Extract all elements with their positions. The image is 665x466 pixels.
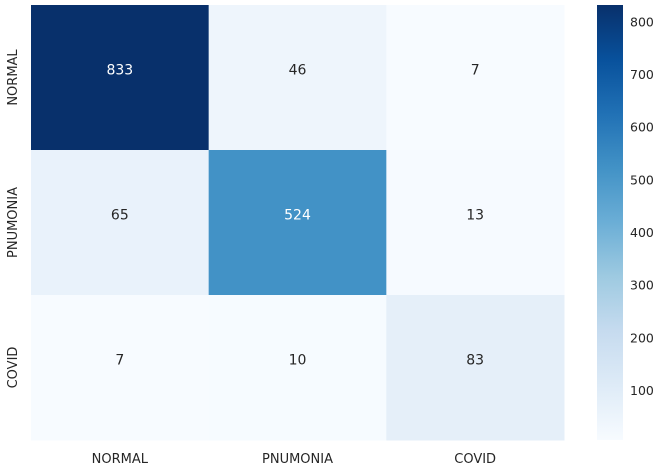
heatmap-cell-value: 7 — [115, 353, 124, 369]
colorbar-tick-label: 400 — [630, 225, 654, 240]
y-tick-label: COVID — [6, 347, 21, 389]
colorbar-tick-label: 300 — [630, 278, 654, 293]
heatmap-cell — [208, 150, 387, 296]
heatmap-cell — [208, 5, 387, 151]
heatmap-cell — [31, 295, 210, 441]
y-tick-label: NORMAL — [6, 49, 21, 106]
colorbar — [597, 5, 623, 440]
heatmap-cell-labels: 833 46 7 65 524 13 7 10 83 — [106, 63, 484, 369]
y-tick-label: PNUMONIA — [6, 187, 21, 258]
heatmap-cell — [208, 295, 387, 441]
colorbar-tick-label: 500 — [630, 172, 654, 187]
heatmap-cell — [31, 150, 210, 296]
x-tick-label: PNUMONIA — [262, 452, 333, 466]
heatmap-cell-value: 65 — [111, 208, 129, 224]
x-tick-label: NORMAL — [92, 452, 149, 466]
colorbar-tick-label: 600 — [630, 120, 654, 135]
heatmap-cell-value: 833 — [106, 63, 133, 79]
heatmap-cells — [31, 5, 565, 441]
heatmap-cell-value: 7 — [471, 63, 480, 79]
heatmap-cell-value: 13 — [466, 208, 484, 224]
heatmap-cell-value: 83 — [466, 353, 484, 369]
heatmap-cell — [386, 295, 565, 441]
colorbar-tick-labels: 100 200 300 400 500 600 700 800 — [630, 14, 654, 398]
colorbar-tick-label: 200 — [630, 330, 654, 345]
heatmap-cell-value: 46 — [289, 63, 307, 79]
heatmap-cell-value: 10 — [289, 353, 307, 369]
heatmap-cell — [31, 5, 210, 151]
x-tick-label: COVID — [454, 452, 496, 466]
colorbar-tick-label: 700 — [630, 67, 654, 82]
colorbar-tick-label: 800 — [630, 14, 654, 29]
y-axis-tick-labels: NORMAL PNUMONIA COVID — [6, 49, 21, 389]
heatmap-cell-value: 524 — [284, 208, 311, 224]
colorbar-tick-label: 100 — [630, 383, 654, 398]
heatmap-cell — [386, 5, 565, 151]
heatmap-cell — [386, 150, 565, 296]
x-axis-tick-labels: NORMAL PNUMONIA COVID — [92, 452, 496, 466]
